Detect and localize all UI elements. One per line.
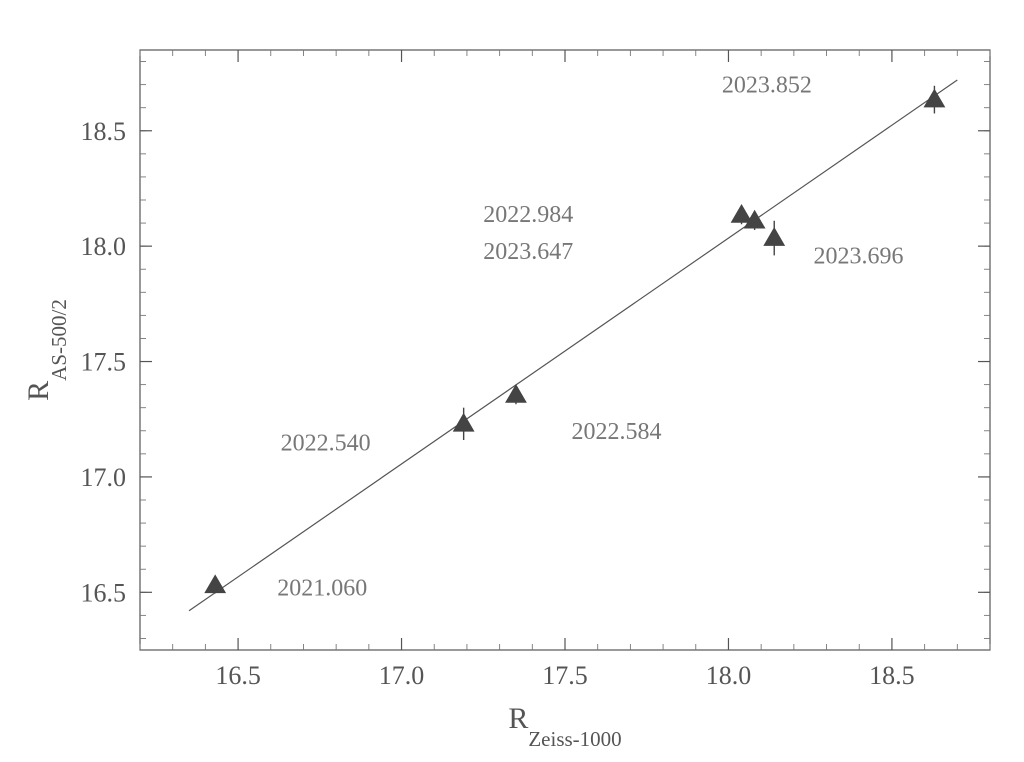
plot-border: [140, 50, 990, 650]
data-point: [205, 575, 225, 592]
data-point: [506, 385, 526, 402]
data-point: [731, 205, 751, 222]
point-label: 2023.696: [813, 243, 903, 269]
point-label: 2021.060: [277, 576, 367, 602]
fit-line: [189, 80, 957, 611]
data-point: [764, 228, 784, 245]
x-axis-title: RZeiss-1000: [508, 702, 621, 751]
x-tick-label: 18.5: [869, 661, 915, 690]
x-tick-label: 17.5: [542, 661, 588, 690]
scatter-chart: 16.5 17.0 17.5 18.0 18.5 16.5 17.0 17.5 18.0 18.5…: [0, 0, 1024, 762]
point-label: 2022.540: [281, 430, 371, 456]
y-tick-label: 18.5: [81, 117, 127, 146]
data-point: [924, 90, 944, 107]
point-label: 2022.984: [483, 202, 573, 228]
x-tick-label: 16.5: [215, 661, 261, 690]
point-label: 2023.852: [722, 73, 812, 99]
y-tick-label: 18.0: [81, 232, 127, 261]
y-tick-label: 17.0: [81, 463, 127, 492]
x-tick-label: 17.0: [379, 661, 425, 690]
y-tick-label: 17.5: [81, 348, 127, 377]
y-tick-label: 16.5: [81, 578, 127, 607]
y-axis-title: RAS-500/2: [22, 299, 71, 401]
x-tick-label: 18.0: [706, 661, 752, 690]
point-label: 2023.647: [483, 239, 573, 265]
point-label: 2022.584: [572, 419, 662, 445]
chart-svg: 16.5 17.0 17.5 18.0 18.5 16.5 17.0 17.5 18.0 18.5…: [0, 0, 1024, 762]
